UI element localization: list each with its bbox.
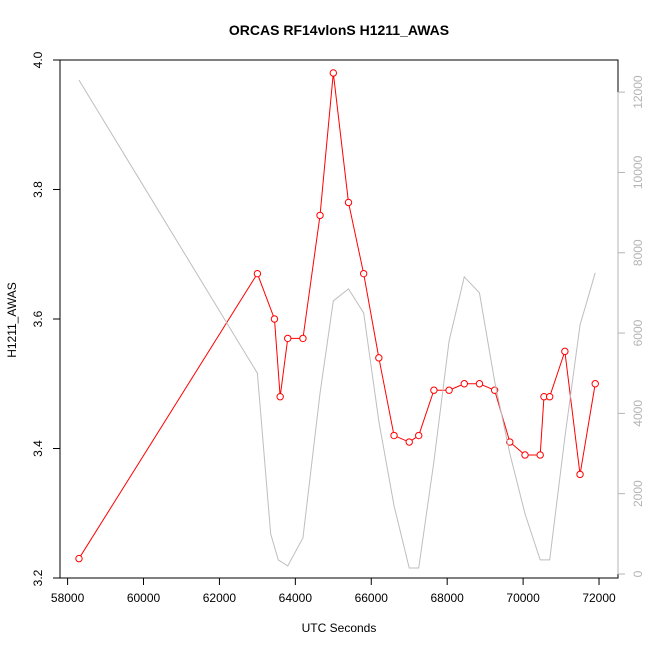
x-tick-label: 62000 — [203, 591, 237, 605]
y2-tick-label: 10000 — [631, 155, 645, 189]
y2-tick-label: 4000 — [631, 400, 645, 427]
data-point — [536, 451, 544, 459]
data-point — [390, 431, 398, 440]
y2-tick-label: 12000 — [631, 75, 645, 109]
data-point — [375, 354, 383, 362]
y-tick-label: 3.6 — [31, 310, 45, 327]
series-layer — [75, 69, 599, 569]
data-point — [284, 334, 292, 343]
data-point — [430, 386, 438, 394]
gray-series-line — [78, 79, 596, 569]
data-point — [460, 380, 468, 388]
data-point — [270, 315, 279, 323]
data-point — [591, 380, 599, 388]
data-point — [445, 386, 453, 394]
x-axis: 58000 60000 62000 64000 66000 68000 70000 72000 — [51, 578, 616, 605]
data-point — [521, 451, 529, 459]
data-point — [576, 470, 584, 479]
data-point — [561, 347, 569, 356]
data-point — [276, 393, 284, 401]
y-tick-label: 3.2 — [31, 569, 45, 586]
y-tick-label: 3.4 — [31, 440, 45, 457]
y-tick-label: 4.0 — [31, 51, 45, 68]
y-axis-title: H1211_AWAS — [5, 282, 19, 358]
data-point — [344, 198, 353, 207]
y-axis-right: 0 2000 4000 6000 8000 10000 12000 — [617, 75, 645, 577]
y2-tick-label: 0 — [631, 570, 645, 577]
y-tick-label: 3.8 — [31, 181, 45, 198]
chart-title: ORCAS RF14vlonS H1211_AWAS — [229, 22, 449, 38]
x-axis-title: UTC Seconds — [302, 621, 377, 635]
data-point — [545, 393, 554, 401]
data-point — [253, 269, 262, 278]
data-point — [316, 211, 324, 220]
y-axis-left: 3.2 3.4 3.6 3.8 4.0 — [31, 51, 60, 586]
data-point — [75, 554, 83, 563]
x-tick-label: 66000 — [355, 591, 389, 605]
data-point — [359, 269, 368, 278]
y2-tick-label: 8000 — [631, 239, 645, 266]
data-point — [299, 334, 307, 343]
x-tick-label: 70000 — [506, 591, 540, 605]
x-tick-label: 60000 — [127, 591, 161, 605]
y2-tick-label: 6000 — [631, 319, 645, 346]
x-tick-label: 64000 — [279, 591, 313, 605]
data-point — [405, 438, 413, 446]
x-tick-label: 68000 — [430, 591, 464, 605]
y2-tick-label: 2000 — [631, 480, 645, 507]
data-point — [475, 380, 484, 388]
data-point — [329, 69, 338, 77]
data-point — [415, 431, 423, 440]
x-tick-label: 72000 — [582, 591, 616, 605]
x-tick-label: 58000 — [51, 591, 85, 605]
